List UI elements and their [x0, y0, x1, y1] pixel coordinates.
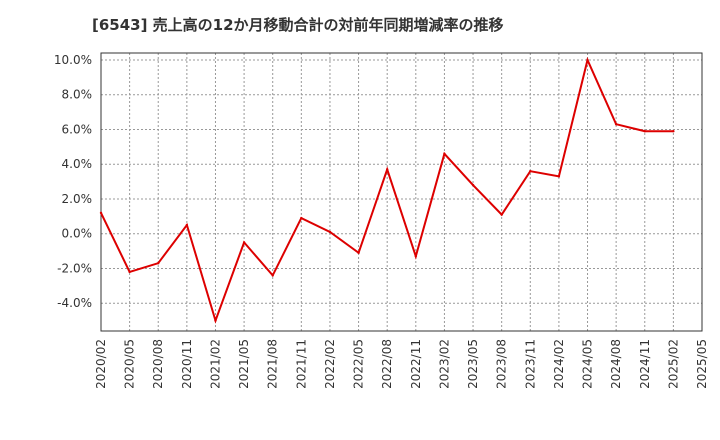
data-point — [443, 152, 446, 155]
data-point — [672, 129, 675, 133]
y-tick-label: -4.0% — [57, 296, 92, 310]
series-layer — [99, 56, 675, 324]
x-tick-label: 2021/11 — [294, 339, 308, 389]
x-tick-label: 2021/02 — [208, 339, 222, 389]
data-point — [271, 274, 274, 277]
x-tick-label: 2022/11 — [409, 339, 423, 389]
data-point — [300, 216, 303, 220]
data-point — [328, 230, 332, 234]
data-point — [185, 223, 189, 227]
x-tick-label: 2021/08 — [266, 339, 280, 389]
y-axis: 10.0% 8.0% 6.0% 4.0% 2.0% 0.0% -2.0% -4.0% — [54, 53, 92, 310]
x-tick-label: 2023/05 — [466, 339, 480, 389]
data-point — [357, 251, 360, 255]
data-point — [643, 129, 646, 133]
data-point — [614, 123, 618, 126]
data-point — [242, 241, 246, 244]
x-tick-label: 2023/02 — [437, 339, 451, 389]
x-tick-label: 2025/02 — [666, 339, 680, 389]
x-axis: 2020/02 2020/05 2020/08 2020/11 2021/02 2021/… — [94, 339, 709, 389]
x-tick-label: 2020/02 — [94, 339, 108, 389]
x-tick-label: 2020/08 — [151, 339, 165, 389]
plot-frame — [100, 52, 703, 332]
y-tick-label: 6.0% — [62, 122, 93, 136]
data-point — [214, 319, 217, 322]
x-tick-label: 2020/05 — [123, 339, 137, 389]
data-point — [157, 262, 160, 265]
data-point — [500, 213, 503, 216]
data-point — [557, 175, 561, 178]
x-tick-label: 2023/08 — [495, 339, 509, 389]
x-tick-label: 2021/05 — [237, 339, 251, 389]
x-tick-label: 2023/11 — [523, 339, 537, 389]
chart-title: [6543] 売上高の12か月移動合計の対前年同期増減率の推移 — [92, 16, 504, 34]
x-tick-label: 2022/08 — [380, 339, 394, 389]
plot-border — [100, 52, 703, 332]
data-point — [471, 183, 475, 187]
data-point — [529, 169, 532, 173]
x-tick-label: 2020/11 — [180, 339, 194, 389]
data-point — [414, 255, 418, 258]
x-tick-label: 2022/05 — [352, 339, 366, 389]
x-tick-label: 2025/05 — [695, 339, 709, 389]
data-point — [385, 168, 389, 171]
data-point — [586, 58, 589, 62]
y-tick-label: 0.0% — [62, 227, 93, 241]
y-tick-label: 4.0% — [62, 157, 93, 171]
data-point — [128, 270, 131, 274]
x-tick-label: 2024/08 — [609, 339, 623, 389]
data-point — [99, 211, 103, 215]
x-tick-label: 2024/02 — [552, 339, 566, 389]
grid — [100, 53, 703, 331]
y-tick-label: 8.0% — [62, 88, 93, 102]
y-tick-label: -2.0% — [57, 261, 92, 275]
x-tick-label: 2022/02 — [323, 339, 337, 389]
y-tick-label: 10.0% — [54, 53, 92, 67]
x-tick-label: 2024/05 — [581, 339, 595, 389]
x-tick-label: 2024/11 — [638, 339, 652, 389]
y-tick-label: 2.0% — [62, 192, 93, 206]
